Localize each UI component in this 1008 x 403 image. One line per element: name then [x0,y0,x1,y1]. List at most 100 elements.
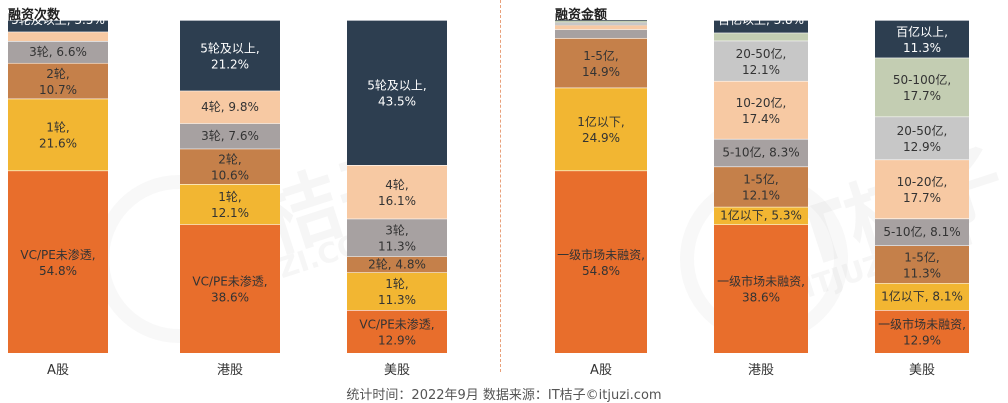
bar-segment-0-0-1 [8,98,108,171]
data-label-0-1-1-name: 1轮, [218,190,241,204]
bar-segment-0-0-0 [8,170,108,353]
data-label-1-2-6-name: 50-100亿, [893,72,951,87]
data-label-1-2-7-name: 百亿以上, [896,24,948,39]
data-label-0-2-3-name: 3轮, [385,224,408,238]
data-label-0-1-5-value: 21.2% [211,57,249,71]
x-tick-label-0-0: A股 [47,363,69,378]
footer-source: 统计时间：2022年9月 数据来源：IT桔子©itjuzi.com [346,388,662,403]
bar-segment-1-2-3 [875,218,969,246]
data-label-1-2-5-name: 20-50亿, [897,123,948,138]
bar-segment-1-2-4 [875,159,969,219]
data-label-1-2-4-value: 17.7% [903,191,941,205]
bar-segment-1-1-3 [714,138,808,167]
data-label-0-1-5-name: 5轮及以上, [200,41,259,55]
data-label-1-2-1: 1亿以下, 8.1% [881,289,963,304]
data-label-0-2-5-name: 5轮及以上, [367,79,426,93]
data-label-0-0-2-name: 2轮, [46,67,69,81]
data-label-1-2-7-value: 11.3% [903,41,941,55]
data-label-0-1-3: 3轮, 7.6% [201,129,259,143]
data-label-0-1-0-value: 38.6% [211,291,249,305]
bar-segment-1-0-3 [555,29,647,38]
data-label-0-2-1-value: 11.3% [378,293,416,307]
bar-segment-1-1-4 [714,80,808,139]
data-label-1-1-5-value: 12.1% [742,63,780,77]
data-label-0-2-4-value: 16.1% [378,194,416,208]
bar-segment-0-0-3 [8,40,108,63]
chart-title-financing-amount: 融资金额 [555,8,608,23]
bar-segment-0-1-4 [180,90,280,124]
bar-segment-0-1-5 [180,20,280,91]
data-label-1-2-2-name: 1-5亿, [904,249,939,264]
x-tick-label-1-0: A股 [590,363,612,378]
data-label-1-0-1-value: 24.9% [582,131,620,145]
data-label-1-2-0-value: 12.9% [903,334,941,348]
bar-segment-1-1-2 [714,166,808,207]
bar-segment-0-2-3 [347,218,447,257]
bar-segment-1-1-1 [714,206,808,225]
bar-segment-0-2-2 [347,256,447,273]
bar-segment-1-2-6 [875,57,969,117]
bar-segment-1-1-5 [714,40,808,81]
data-label-0-1-1-value: 12.1% [211,206,249,220]
data-label-0-0-2-value: 10.7% [39,83,77,97]
bar-segment-1-1-6 [714,32,808,41]
bar-segment-1-0-1 [555,87,647,171]
x-tick-label-1-2: 美股 [909,363,935,378]
data-label-0-0-0-name: VC/PE未渗透, [20,247,95,262]
bar-segment-1-0-0 [555,170,647,353]
bar-segment-0-0-2 [8,62,108,99]
data-label-1-2-2-value: 11.3% [903,266,941,280]
bar-segment-0-1-1 [180,184,280,225]
data-label-0-1-0-name: VC/PE未渗透, [192,274,267,289]
bar-segment-0-1-2 [180,148,280,184]
bar-segment-1-1-7 [714,20,808,33]
data-label-1-1-0-name: 一级市场未融资, [717,274,805,289]
data-label-0-2-1-name: 1轮, [385,277,408,291]
bar-segment-0-2-0 [347,310,447,353]
data-label-0-2-2: 2轮, 4.8% [368,257,426,271]
bar-segment-0-2-4 [347,165,447,219]
data-label-1-1-4-name: 10-20亿, [736,95,787,110]
bar-segment-0-2-1 [347,272,447,310]
bar-segment-1-2-2 [875,245,969,284]
bar-segment-0-2-5 [347,20,447,165]
bar-segment-1-2-7 [875,20,969,58]
data-label-0-1-2-name: 2轮, [218,152,241,166]
chart-title-financing-count: 融资次数 [8,8,61,23]
x-tick-label-0-1: 港股 [217,363,243,378]
bar-segment-1-2-0 [875,310,969,353]
bar-segment-1-0-7 [555,20,647,21]
data-label-0-2-0-value: 12.9% [378,334,416,348]
bar-segment-1-0-2 [555,37,647,88]
data-label-1-2-0-name: 一级市场未融资, [878,317,966,332]
data-label-0-1-2-value: 10.6% [211,168,249,182]
bar-segment-1-2-1 [875,283,969,311]
bar-segment-1-2-5 [875,116,969,160]
bar-segment-1-0-4 [555,25,647,30]
data-label-1-0-2-value: 14.9% [582,65,620,79]
data-label-1-1-5-name: 20-50亿, [736,46,787,61]
data-label-1-2-5-value: 12.9% [903,140,941,154]
bar-segment-1-0-6 [555,20,647,23]
data-label-1-0-0-value: 54.8% [582,264,620,278]
data-label-0-1-4: 4轮, 9.8% [201,100,259,114]
data-label-1-1-2-value: 12.1% [742,189,780,203]
panel-divider [500,0,501,372]
bar-segment-0-1-3 [180,123,280,149]
bar-segment-1-1-0 [714,224,808,353]
data-label-1-1-4-value: 17.4% [742,112,780,126]
bar-segment-1-0-5 [555,22,647,26]
data-label-1-0-1-name: 1亿以下, [577,114,624,129]
data-label-0-0-1-name: 1轮, [46,121,69,135]
data-label-0-2-0-name: VC/PE未渗透, [359,317,434,332]
data-label-1-2-6-value: 17.7% [903,89,941,103]
data-label-1-0-2-name: 1-5亿, [583,48,618,63]
bar-segment-0-0-5 [8,20,108,32]
data-label-0-2-4-name: 4轮, [385,178,408,192]
data-label-0-0-3: 3轮, 6.6% [29,45,87,59]
data-label-1-2-4-name: 10-20亿, [897,174,948,189]
data-label-0-0-0-value: 54.8% [39,264,77,278]
data-label-0-0-5: 5轮及以上, 3.5% [11,13,105,27]
bar-segment-0-0-4 [8,31,108,41]
